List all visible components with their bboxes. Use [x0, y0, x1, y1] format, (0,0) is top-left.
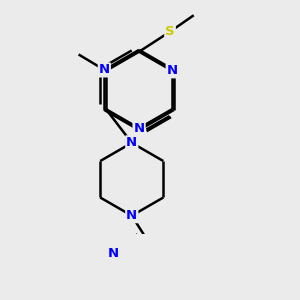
- Text: N: N: [99, 63, 110, 76]
- Text: N: N: [134, 122, 145, 135]
- Text: N: N: [126, 209, 137, 222]
- Text: S: S: [165, 25, 175, 38]
- Text: N: N: [126, 136, 137, 149]
- Text: N: N: [107, 248, 118, 260]
- Text: N: N: [167, 64, 178, 77]
- Text: N: N: [168, 63, 179, 76]
